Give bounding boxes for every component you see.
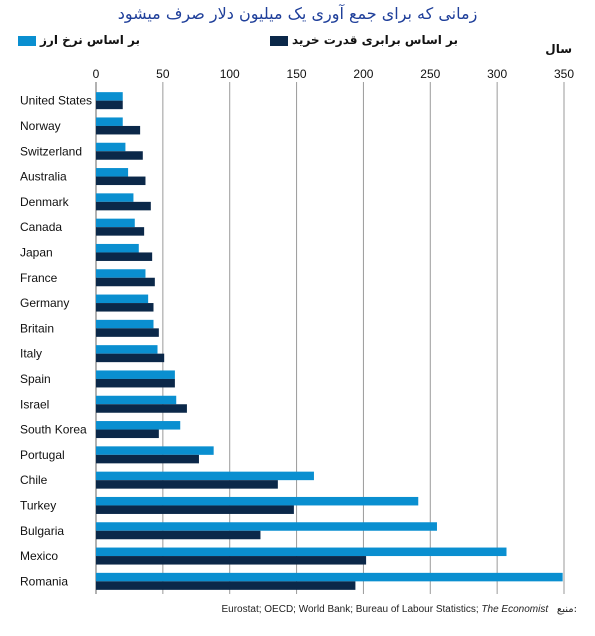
bar-ppp <box>96 429 159 439</box>
bar-ppp <box>96 100 123 110</box>
chart-title: زمانی که برای جمع آوری یک میلیون دلار صر… <box>117 4 478 23</box>
category-label: Turkey <box>20 498 56 512</box>
bar-exchange-rate <box>96 168 129 177</box>
category-label: Portugal <box>20 448 65 462</box>
bar-exchange-rate <box>96 345 158 354</box>
category-label: Australia <box>20 170 67 184</box>
bar-ppp <box>96 125 141 135</box>
legend-label-exchange-rate: بر اساس نرخ ارز <box>40 33 141 47</box>
source-italic: The Economist <box>481 604 549 615</box>
bar-exchange-rate <box>96 395 177 405</box>
bar-exchange-rate <box>96 269 146 278</box>
bar-ppp <box>96 252 153 261</box>
bar-exchange-rate <box>96 294 149 304</box>
category-label: South Korea <box>20 423 87 437</box>
bar-exchange-rate <box>96 117 123 126</box>
x-tick-label: 0 <box>93 67 100 81</box>
category-label: Spain <box>20 372 51 386</box>
source-label: منبع: <box>556 604 577 615</box>
legend-swatch-exchange-rate <box>18 36 36 46</box>
bar-exchange-rate <box>96 496 419 506</box>
bar-ppp <box>96 303 154 312</box>
category-label: Romania <box>20 574 68 588</box>
bar-ppp <box>96 378 175 388</box>
category-label: Britain <box>20 321 54 335</box>
category-label: Bulgaria <box>20 524 64 538</box>
bar-exchange-rate <box>96 193 134 202</box>
bar-ppp <box>96 404 187 413</box>
x-tick-label: 100 <box>220 67 240 81</box>
bar-exchange-rate <box>96 421 181 430</box>
source-text: Eurostat; OECD; World Bank; Bureau of La… <box>221 604 479 615</box>
x-tick-label: 50 <box>156 67 170 81</box>
category-label: Chile <box>20 473 48 487</box>
bar-ppp <box>96 480 278 489</box>
bar-exchange-rate <box>96 471 314 481</box>
category-label: France <box>20 271 58 285</box>
bar-ppp <box>96 353 165 363</box>
bar-ppp <box>96 176 146 186</box>
category-label: Japan <box>20 245 53 259</box>
category-label: Canada <box>20 220 62 234</box>
x-tick-label: 150 <box>287 67 307 81</box>
category-label: Mexico <box>20 549 58 563</box>
category-label: Germany <box>20 296 69 310</box>
x-tick-label: 200 <box>353 67 373 81</box>
x-tick-label: 300 <box>487 67 507 81</box>
bar-exchange-rate <box>96 446 214 455</box>
category-label: United States <box>20 94 92 108</box>
bar-ppp <box>96 454 199 464</box>
bar-ppp <box>96 227 145 236</box>
legend-label-ppp: بر اساس برابری قدرت خرید <box>292 33 459 47</box>
x-tick-label: 350 <box>554 67 574 81</box>
category-label: Denmark <box>20 195 70 209</box>
bar-exchange-rate <box>96 218 135 228</box>
bar-ppp <box>96 556 367 565</box>
bar-exchange-rate <box>96 92 123 101</box>
category-label: Israel <box>20 397 49 411</box>
bar-ppp <box>96 505 294 514</box>
bar-exchange-rate <box>96 142 126 152</box>
bar-ppp <box>96 530 261 540</box>
bar-exchange-rate <box>96 572 563 582</box>
category-label: Switzerland <box>20 144 82 158</box>
bar-ppp <box>96 581 356 590</box>
bar-ppp <box>96 151 143 160</box>
category-label: Italy <box>20 347 42 361</box>
axis-unit-label: سال <box>545 42 572 56</box>
category-label: Norway <box>20 119 61 133</box>
bar-exchange-rate <box>96 547 507 557</box>
bar-exchange-rate <box>96 319 154 329</box>
bar-ppp <box>96 328 159 337</box>
x-tick-label: 250 <box>420 67 440 81</box>
bar-ppp <box>96 277 155 287</box>
legend-swatch-ppp <box>270 36 288 46</box>
bar-exchange-rate <box>96 243 139 253</box>
bar-exchange-rate <box>96 370 175 379</box>
source-note: Eurostat; OECD; World Bank; Bureau of La… <box>221 604 577 615</box>
bar-ppp <box>96 201 151 211</box>
bar-exchange-rate <box>96 522 437 531</box>
